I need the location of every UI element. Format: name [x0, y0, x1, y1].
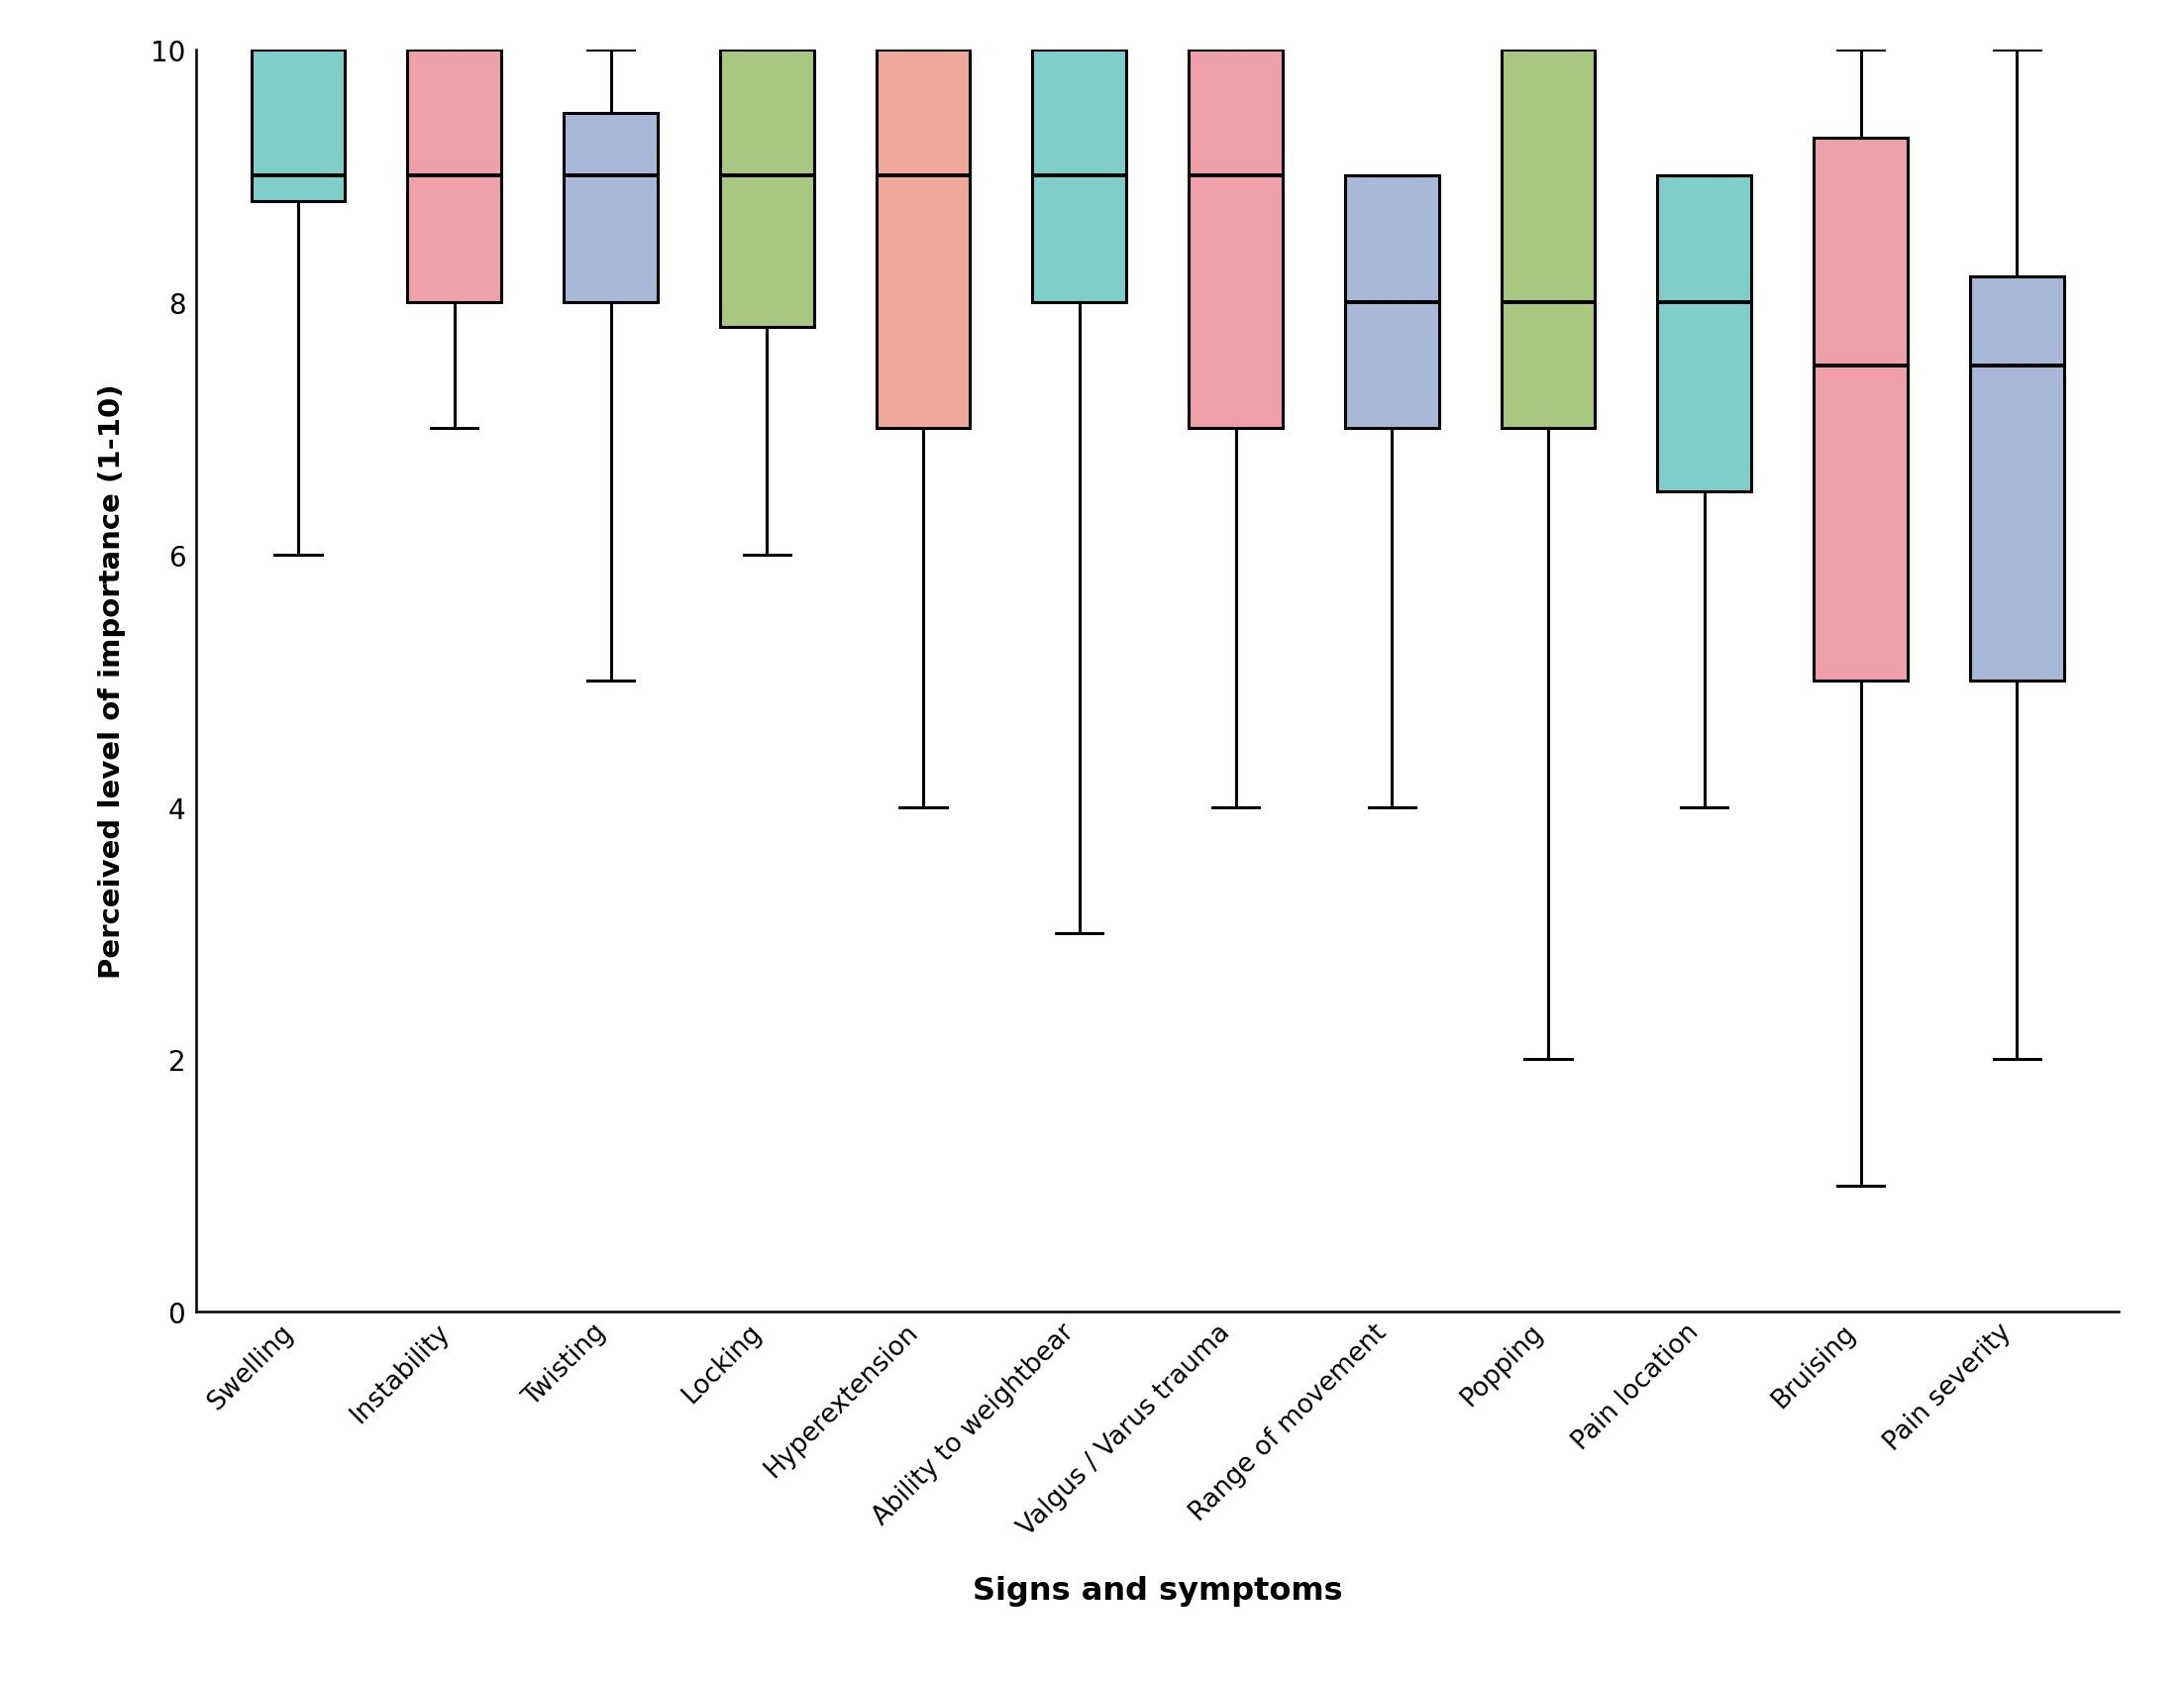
PathPatch shape [721, 50, 815, 328]
PathPatch shape [1813, 138, 1907, 681]
PathPatch shape [1033, 50, 1127, 303]
PathPatch shape [563, 113, 657, 303]
PathPatch shape [1500, 50, 1594, 429]
X-axis label: Signs and symptoms: Signs and symptoms [972, 1574, 1343, 1605]
PathPatch shape [1345, 177, 1439, 429]
Y-axis label: Perceived level of importance (1-10): Perceived level of importance (1-10) [98, 383, 127, 979]
PathPatch shape [1658, 177, 1752, 491]
PathPatch shape [251, 50, 345, 202]
PathPatch shape [1970, 278, 2064, 681]
PathPatch shape [876, 50, 970, 429]
PathPatch shape [1188, 50, 1282, 429]
PathPatch shape [408, 50, 502, 303]
